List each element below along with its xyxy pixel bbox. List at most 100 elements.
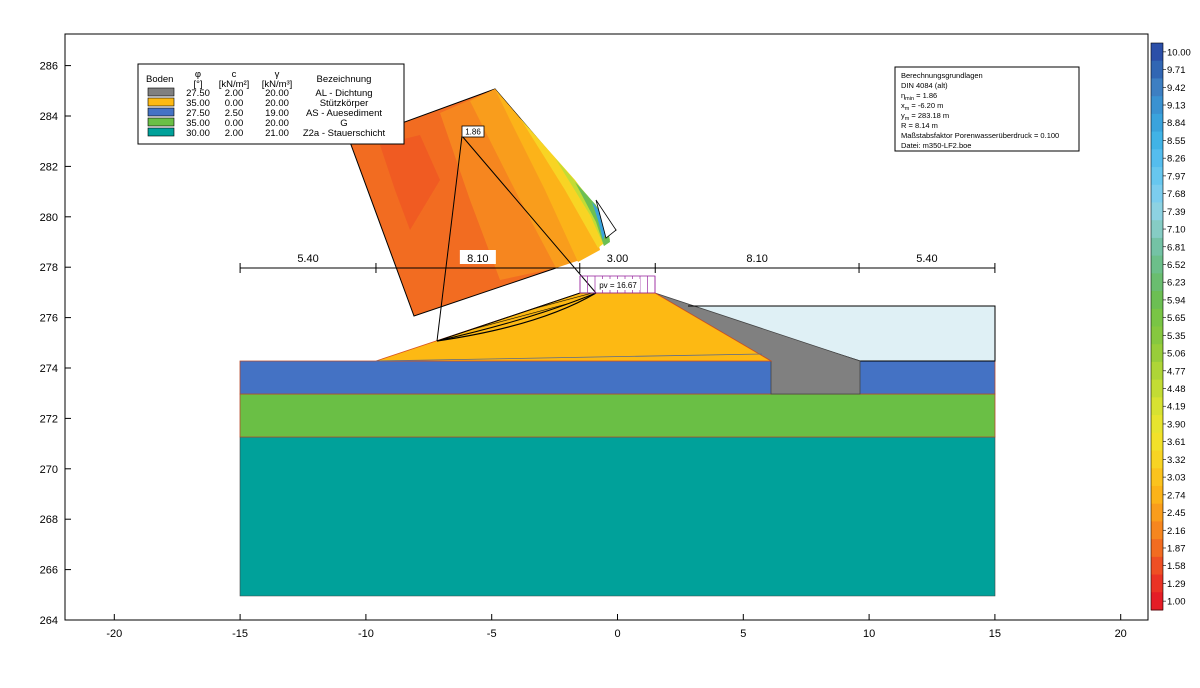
colorbar-label: 3.03 <box>1167 473 1186 484</box>
legend-name: Stützkörper <box>320 98 369 109</box>
contour-zone-blue <box>592 202 606 240</box>
legend-header-c: c <box>232 69 237 80</box>
radius-line-right <box>461 135 597 294</box>
x-tick-label: -15 <box>232 628 248 640</box>
soil-layers <box>239 292 996 597</box>
legend-header-bezeichnung: Bezeichnung <box>317 74 372 85</box>
contour-zone-red <box>380 135 440 230</box>
colorbar-label: 5.94 <box>1167 295 1186 306</box>
info-file: Datei: m350-LF2.boe <box>901 141 971 150</box>
dimension-label: 8.10 <box>467 253 488 265</box>
colorbar-swatch <box>1151 78 1163 97</box>
colorbar-label: 6.23 <box>1167 278 1186 289</box>
info-ym-symbol: y <box>901 111 905 120</box>
x-tick-label: 20 <box>1115 628 1127 640</box>
colorbar-swatch <box>1151 273 1163 292</box>
info-frame <box>894 66 1080 152</box>
colorbar-swatch <box>1151 379 1163 398</box>
legend-c: 2.00 <box>225 88 244 99</box>
colorbar-swatch <box>1151 397 1163 416</box>
x-axis: -20 -15 -10 -5 0 5 10 15 20 <box>106 614 1127 640</box>
info-eta-symbol: η <box>901 91 905 100</box>
legend-c: 0.00 <box>225 98 244 109</box>
legend-name: AS - Auesediment <box>306 108 382 119</box>
colorbar-swatch <box>1151 60 1163 79</box>
colorbar-swatch <box>1151 415 1163 434</box>
colorbar-swatch <box>1151 149 1163 168</box>
calculation-info-box: Berechnungsgrundlagen DIN 4084 (alt) ηmi… <box>894 66 1080 152</box>
colorbar-label: 5.35 <box>1167 331 1186 342</box>
load-label: pv = 16.67 <box>599 281 637 290</box>
colorbar-swatch <box>1151 344 1163 363</box>
dimension-ticks <box>239 263 996 273</box>
colorbar-swatch <box>1151 167 1163 186</box>
contour-zone-light-orange <box>470 89 580 268</box>
x-tick-label: -10 <box>358 628 374 640</box>
colorbar-swatch <box>1151 468 1163 487</box>
colorbar-swatch <box>1151 113 1163 133</box>
info-xm-value: = -6.20 m <box>909 101 943 110</box>
y-tick-label: 278 <box>40 262 58 274</box>
fos-label-box <box>461 125 485 138</box>
info-factor: Maßstabsfaktor Porenwasserüberdruck = 0.… <box>901 131 1059 140</box>
dimension-line: 5.40 8.10 3.00 8.10 5.40 <box>239 250 996 273</box>
safety-contour-fan <box>349 88 617 317</box>
colorbar-swatch <box>1151 131 1163 150</box>
info-eta-sub: min <box>905 96 914 102</box>
colorbar-label: 6.81 <box>1167 242 1186 253</box>
x-tick-label: -20 <box>106 628 122 640</box>
legend-name: G <box>340 118 347 129</box>
legend-c: 0.00 <box>225 118 244 129</box>
colorbar-label: 3.90 <box>1167 419 1186 430</box>
colorbar-label: 2.74 <box>1167 490 1186 501</box>
x-tick-label: 5 <box>740 628 746 640</box>
dimension-labels: 5.40 8.10 3.00 8.10 5.40 <box>297 250 938 265</box>
legend-header-gamma-unit: [kN/m³] <box>262 79 293 90</box>
colorbar-label: 9.71 <box>1167 65 1186 76</box>
slip-circle-arc <box>436 292 597 342</box>
legend-phi: 35.00 <box>186 98 210 109</box>
info-ym-sub: m <box>905 116 910 122</box>
info-xm-sub: m <box>905 106 910 112</box>
layer-g <box>239 393 996 438</box>
contour-zone-yellow <box>520 118 608 248</box>
legend-header-boden: Boden <box>146 74 173 85</box>
colorbar-swatch <box>1151 220 1163 239</box>
legend-swatch <box>147 107 175 117</box>
colorbar-label: 9.42 <box>1167 83 1186 94</box>
colorbar-label: 1.29 <box>1167 579 1186 590</box>
info-standard: DIN 4084 (alt) <box>901 81 948 90</box>
legend-frame <box>137 63 405 145</box>
soil-legend: Boden φ [°] c [kN/m²] γ [kN/m³] Bezeichn… <box>137 63 405 145</box>
legend-c: 2.00 <box>225 128 244 139</box>
colorbar-label: 3.32 <box>1167 455 1186 466</box>
legend-name: Z2a - Stauerschicht <box>303 128 386 139</box>
dimension-label: 5.40 <box>916 253 937 265</box>
x-tick-label: 0 <box>614 628 620 640</box>
colorbar-swatch <box>1151 521 1163 540</box>
legend-header-phi: φ <box>195 69 201 80</box>
colorbar-label: 2.16 <box>1167 526 1186 537</box>
y-tick-label: 268 <box>40 514 58 526</box>
legend-header-c-unit: [kN/m²] <box>219 79 250 90</box>
legend-c: 2.50 <box>225 108 244 119</box>
contour-white-notch <box>595 199 617 239</box>
legend-swatch <box>147 87 175 97</box>
info-xm: xm = -6.20 m <box>901 101 943 112</box>
y-tick-label: 286 <box>40 61 58 73</box>
colorbar-label: 7.68 <box>1167 189 1186 200</box>
dimension-label-bg <box>459 250 496 264</box>
legend-header-gamma: γ <box>275 69 280 80</box>
legend-phi: 30.00 <box>186 128 210 139</box>
y-tick-label: 270 <box>40 464 58 476</box>
colorbar-label: 2.45 <box>1167 508 1186 519</box>
x-tick-label: -5 <box>487 628 497 640</box>
colorbar-swatch <box>1151 291 1163 310</box>
colorbar-swatch <box>1151 184 1163 203</box>
colorbar-label: 7.97 <box>1167 171 1186 182</box>
info-xm-symbol: x <box>901 101 905 110</box>
colorbar-swatch <box>1151 450 1163 469</box>
legend-swatch <box>147 117 175 127</box>
colorbar-swatch <box>1151 255 1163 274</box>
colorbar-label: 1.87 <box>1167 543 1186 554</box>
